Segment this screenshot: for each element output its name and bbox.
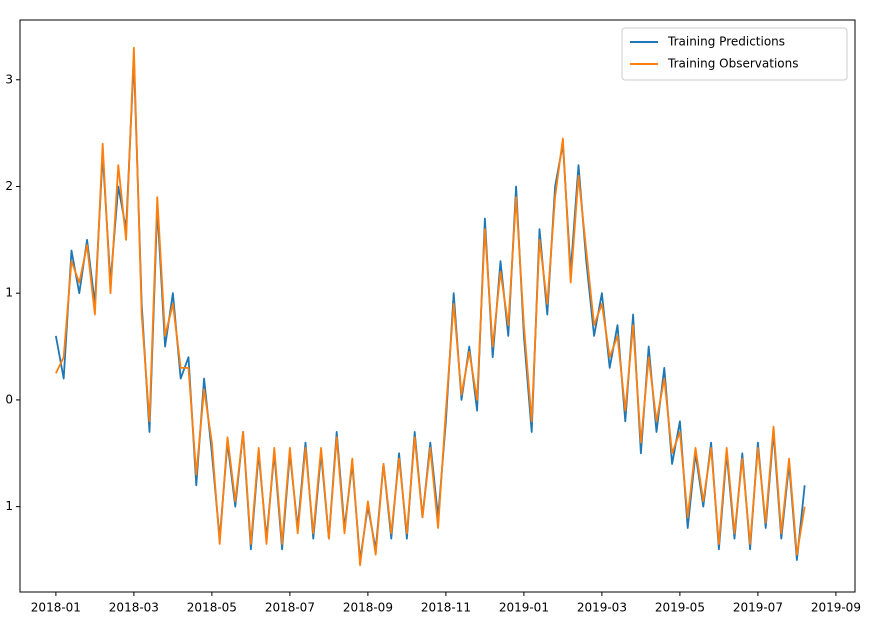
legend-box: [621, 27, 848, 81]
y-tick-label: 3: [5, 72, 13, 86]
series-line: [55, 46, 806, 567]
y-tick-label: 2: [5, 179, 13, 193]
legend-label: Training Observations: [667, 57, 799, 71]
y-tick-label: 0: [5, 392, 13, 406]
x-tick-label: 2019-09: [811, 601, 861, 615]
x-tick-label: 2018-09: [343, 601, 393, 615]
x-tick-label: 2018-07: [265, 601, 315, 615]
plot-frame: [19, 19, 856, 593]
y-tick-label: 1: [5, 499, 13, 513]
x-tick-label: 2019-05: [655, 601, 705, 615]
x-tick-label: 2018-01: [31, 601, 81, 615]
x-tick-label: 2018-05: [187, 601, 237, 615]
x-tick-label: 2018-11: [421, 601, 471, 615]
y-tick-label: 1: [5, 286, 13, 300]
series-line: [54, 57, 806, 561]
x-tick-label: 2018-03: [109, 601, 159, 615]
x-tick-label: 2019-01: [499, 601, 549, 615]
x-tick-label: 2019-07: [733, 601, 783, 615]
x-tick-label: 2019-03: [577, 601, 627, 615]
legend-label: Training Predictions: [667, 35, 785, 49]
legend: Training Predictions Training Observation…: [621, 27, 848, 81]
